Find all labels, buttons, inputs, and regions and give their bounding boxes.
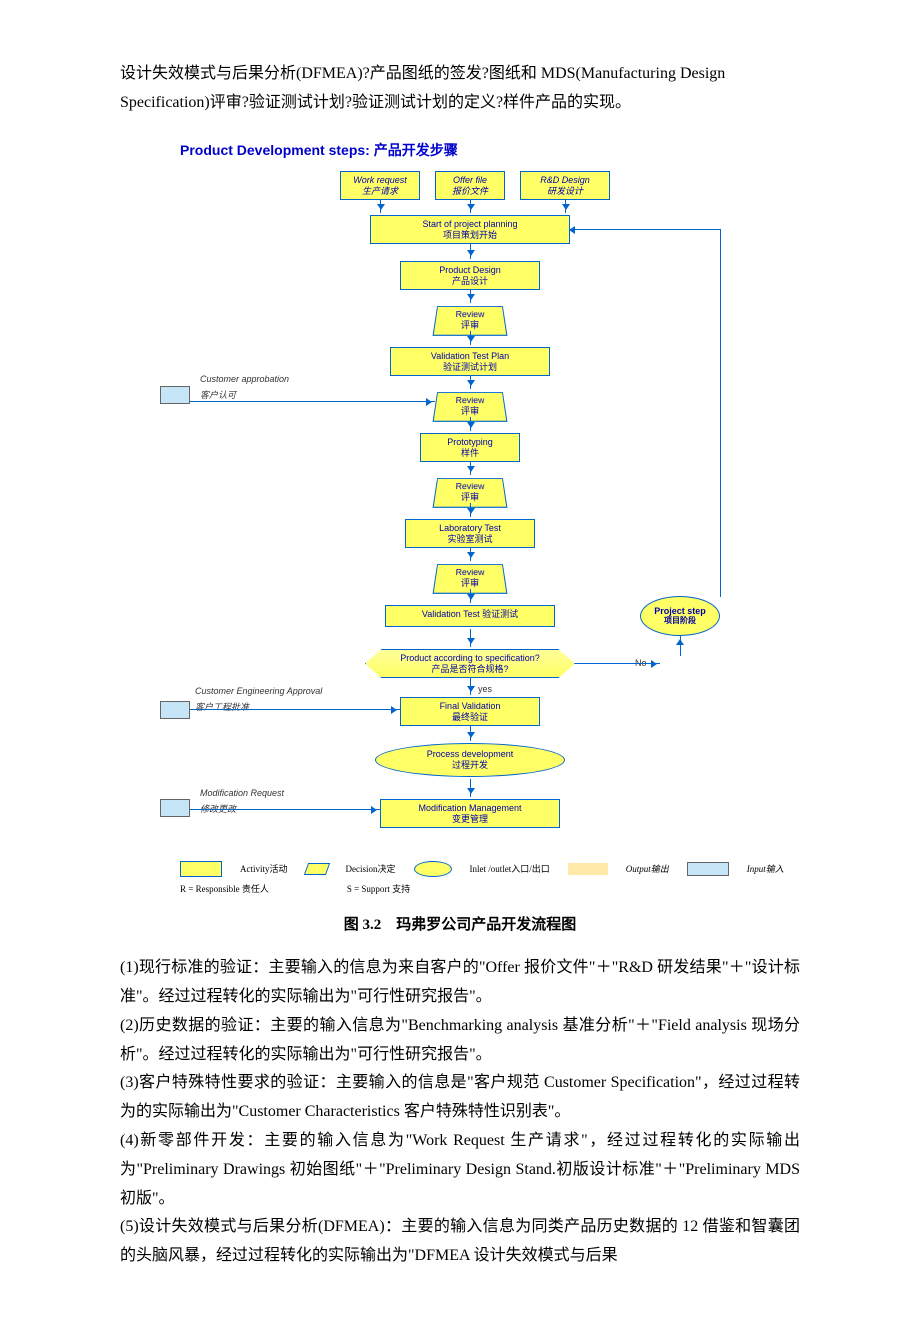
para-5: (5)设计失效模式与后果分析(DFMEA)：主要的输入信息为同类产品历史数据的 … (120, 1213, 800, 1271)
legend-inlet-icon (414, 861, 452, 877)
step-validation-test: Validation Test 验证测试 (385, 605, 555, 627)
para-1: (1)现行标准的验证：主要输入的信息为来自客户的"Offer 报价文件"＋"R&… (120, 954, 800, 1012)
intro-text: 设计失效模式与后果分析(DFMEA)?产品图纸的签发?图纸和 MDS(Manuf… (120, 60, 800, 118)
legend-decision-icon (303, 863, 329, 875)
step-lab-test: Laboratory Test实验室测试 (405, 519, 535, 549)
figure-caption: 图 3.2 玛弗罗公司产品开发流程图 (120, 912, 800, 939)
step-prototyping: Prototyping样件 (420, 433, 520, 463)
legend-output-icon (568, 863, 608, 875)
para-2: (2)历史数据的验证：主要的输入信息为"Benchmarking analysi… (120, 1012, 800, 1070)
step-product-design: Product Design产品设计 (400, 261, 540, 291)
input-work-request: Work request生产请求 (340, 171, 420, 201)
step-mod-mgmt: Modification Management变更管理 (380, 799, 560, 829)
legend-activity-icon (180, 861, 222, 877)
para-4: (4)新零部件开发：主要的输入信息为"Work Request 生产请求"，经过… (120, 1127, 800, 1213)
yes-label: yes (478, 681, 492, 697)
side-label-engineering: Customer Engineering Approval客户工程批准 (195, 683, 322, 715)
project-step: Project step项目阶段 (640, 596, 720, 636)
decision-spec: Product according to specification?产品是否符… (365, 649, 575, 679)
para-3: (3)客户特殊特性要求的验证：主要输入的信息是"客户规范 Customer Sp… (120, 1069, 800, 1127)
side-label-approbation: Customer approbation客户认可 (200, 371, 289, 403)
step-validation-plan: Validation Test Plan验证测试计划 (390, 347, 550, 377)
side-input-1 (160, 386, 190, 404)
legend-input-icon (687, 862, 729, 876)
flowchart: Work request生产请求 Offer file报价文件 R&D Desi… (140, 171, 780, 851)
step-start-planning: Start of project planning项目策划开始 (370, 215, 570, 245)
input-offer-file: Offer file报价文件 (435, 171, 505, 201)
body-text: (1)现行标准的验证：主要输入的信息为来自客户的"Offer 报价文件"＋"R&… (120, 954, 800, 1271)
step-final-validation: Final Validation最终验证 (400, 697, 540, 727)
legend: Activity活动 Decision决定 Inlet /outlet入口/出口… (120, 861, 800, 897)
side-input-3 (160, 799, 190, 817)
process-development: Process development过程开发 (375, 743, 565, 777)
diagram-title: Product Development steps: 产品开发步骤 (180, 138, 800, 163)
side-label-modification: Modification Request修改更改 (200, 785, 284, 817)
input-rd-design: R&D Design研发设计 (520, 171, 610, 201)
side-input-2 (160, 701, 190, 719)
